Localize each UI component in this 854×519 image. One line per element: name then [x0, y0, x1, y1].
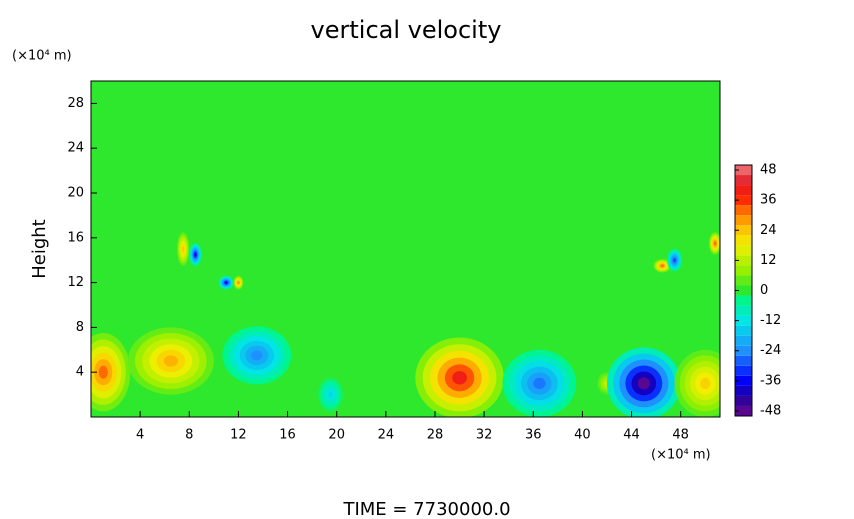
colorbar-band: [735, 405, 752, 416]
colorbar-band: [735, 175, 752, 186]
contour-ring: [163, 355, 179, 367]
x-tick-label: 12: [230, 428, 247, 443]
y-tick-label: 20: [67, 186, 84, 201]
colorbar-band: [735, 235, 752, 246]
colorbar-band: [735, 285, 752, 296]
blob: [176, 232, 190, 266]
contour-ring: [714, 241, 717, 246]
x-tick-label: 20: [328, 428, 345, 443]
x-tick-label: 4: [136, 428, 144, 443]
blob: [653, 259, 671, 273]
y-tick-label: 4: [76, 365, 84, 380]
blob: [233, 275, 244, 290]
x-tick-label: 48: [672, 428, 689, 443]
colorbar-tick-label: -12: [760, 313, 781, 328]
colorbar-band: [735, 195, 752, 206]
x-tick-label: 32: [476, 428, 493, 443]
y-tick-label: 16: [67, 230, 84, 245]
blob: [606, 347, 681, 417]
x-unit: (×10⁴ m): [651, 448, 711, 463]
contour-ring: [533, 377, 546, 389]
blob: [218, 275, 234, 290]
colorbar-tick-label: -24: [760, 343, 781, 358]
colorbar-band: [735, 355, 752, 366]
y-unit: (×10⁴ m): [12, 49, 72, 64]
blob: [189, 243, 202, 266]
x-tick-label: 40: [574, 428, 591, 443]
y-axis-label: Height: [29, 219, 50, 279]
colorbar-band: [735, 395, 752, 406]
contour-ring: [452, 371, 467, 385]
contour-ring: [328, 391, 333, 398]
x-tick-label: 36: [525, 428, 542, 443]
contour-ring: [673, 258, 676, 263]
field: [91, 81, 720, 417]
colorbar-band: [735, 375, 752, 386]
colorbar-band: [735, 215, 752, 226]
colorbar-band: [735, 335, 752, 346]
colorbar-tick-label: 36: [760, 193, 777, 208]
colorbar-band: [735, 165, 752, 176]
colorbar-tick-label: 12: [760, 253, 777, 268]
x-tick-label: 16: [279, 428, 296, 443]
x-tick-label: 28: [427, 428, 444, 443]
contour-ring: [660, 264, 664, 267]
x-tick-label: 8: [185, 428, 193, 443]
colorbar-band: [735, 305, 752, 316]
colorbar-band: [735, 275, 752, 286]
colorbar-band: [735, 265, 752, 276]
colorbar-tick-label: 48: [760, 163, 777, 178]
colorbar-band: [735, 185, 752, 196]
y-tick-label: 12: [67, 275, 84, 290]
contour-ring: [251, 350, 263, 361]
contour-ring: [700, 377, 711, 389]
colorbar-band: [735, 385, 752, 396]
colorbar-band: [735, 325, 752, 336]
colorbar-band: [735, 365, 752, 376]
x-tick-label: 44: [623, 428, 640, 443]
plot-frame: [90, 80, 721, 418]
contour-ring: [637, 377, 650, 390]
contour-ring: [98, 365, 108, 379]
colorbar-band: [735, 345, 752, 356]
colorbar-band: [735, 205, 752, 216]
chart-title: vertical velocity: [311, 16, 502, 44]
blob: [127, 327, 214, 395]
blob: [708, 232, 720, 255]
colorbar-tick-label: -48: [760, 403, 781, 418]
colorbar-band: [735, 225, 752, 236]
colorbar-tick-label: -36: [760, 373, 781, 388]
blob: [667, 249, 682, 272]
blob: [222, 326, 292, 385]
blob: [318, 377, 343, 412]
colorbar-tick-label: 0: [760, 283, 768, 298]
colorbar: 48 36 24 12 0 -12 -24 -36 -48: [734, 163, 781, 418]
colorbar-band: [735, 255, 752, 266]
contour-ring: [237, 281, 240, 284]
x-tick-label: 24: [378, 428, 395, 443]
blob: [674, 349, 720, 417]
y-tick-label: 8: [76, 320, 84, 335]
blob: [91, 333, 131, 412]
colorbar-band: [735, 295, 752, 306]
blob: [502, 349, 577, 417]
y-tick-label: 28: [67, 96, 84, 111]
contour-ring: [194, 252, 197, 257]
colorbar-band: [735, 315, 752, 326]
colorbar-band: [735, 245, 752, 256]
blob: [415, 337, 504, 417]
y-tick-label: 24: [67, 141, 84, 156]
contour-ring: [182, 246, 185, 252]
footer: TIME = 7730000.0: [342, 499, 510, 519]
colorbar-tick-label: 24: [760, 223, 777, 238]
contour-ring: [224, 281, 228, 284]
